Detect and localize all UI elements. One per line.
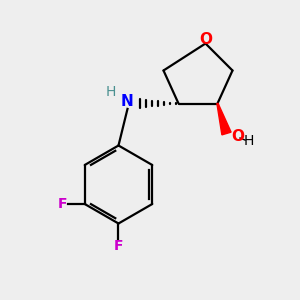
Text: H: H bbox=[106, 85, 116, 98]
Text: H: H bbox=[244, 134, 254, 148]
Text: N: N bbox=[121, 94, 134, 110]
Text: O: O bbox=[231, 129, 244, 144]
Text: F: F bbox=[58, 197, 68, 211]
Text: O: O bbox=[200, 32, 213, 47]
Polygon shape bbox=[217, 103, 231, 135]
Text: F: F bbox=[114, 239, 123, 253]
